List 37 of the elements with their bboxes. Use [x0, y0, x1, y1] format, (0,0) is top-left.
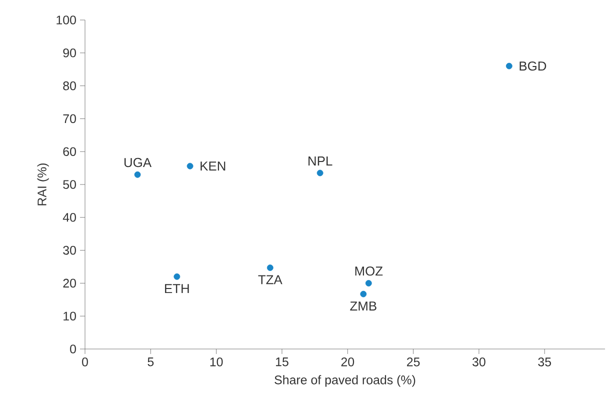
annotation: UGA: [124, 158, 152, 168]
x-axis-title: Share of paved roads (%): [274, 375, 416, 387]
y-tick-label: 60: [63, 147, 76, 156]
x-tick-label: 35: [538, 358, 552, 366]
x-tick-label: 0: [82, 358, 88, 366]
x-tick-label: 20: [341, 358, 354, 366]
annotation: NPL: [308, 156, 332, 166]
y-tick-label: 100: [56, 16, 76, 24]
point: [134, 171, 141, 178]
y-tick-label: 20: [63, 278, 76, 288]
annotation: ETH: [165, 284, 189, 294]
x-tick-label: 5: [148, 358, 154, 366]
annotation: KEN: [200, 162, 226, 171]
point: [266, 264, 274, 271]
y-tick-label: 10: [64, 312, 76, 321]
y-tick-label: 30: [63, 246, 76, 255]
y-tick-label: 70: [63, 114, 76, 124]
point: [365, 280, 372, 286]
point: [360, 290, 367, 298]
y-tick-label: 40: [62, 212, 76, 222]
y-tick-label: 90: [63, 48, 76, 58]
x-tick-label: 30: [472, 358, 486, 366]
y-tick-label: 0: [70, 344, 76, 354]
annotation: BGD: [520, 61, 546, 71]
point: [506, 62, 512, 70]
y-axis-title: RAI (%): [37, 163, 49, 206]
annotation: ZMB: [350, 302, 376, 310]
annotation: MOZ: [355, 266, 383, 276]
x-tick-label: 15: [276, 358, 288, 366]
point: [186, 162, 194, 170]
x-tick-label: 10: [210, 358, 223, 366]
point: [316, 170, 324, 176]
x-tick-label: 25: [406, 358, 420, 366]
y-tick-label: 50: [63, 180, 76, 189]
annotation: TZA: [258, 275, 282, 284]
point: [174, 273, 180, 280]
y-tick-label: 80: [63, 81, 76, 90]
